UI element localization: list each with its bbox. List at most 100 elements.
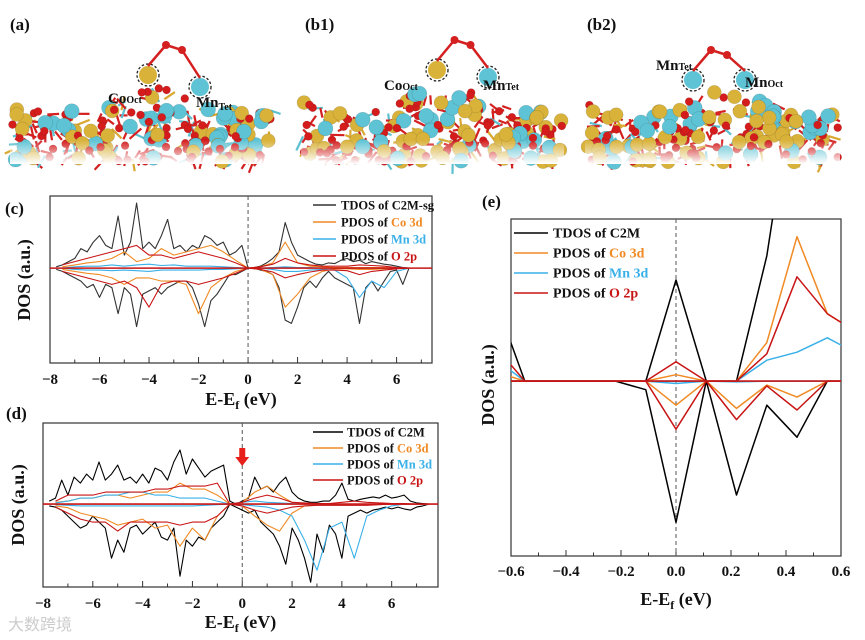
bond	[474, 127, 481, 140]
fade-overlay	[585, 140, 840, 164]
chart-d: (d) −8 −6 −4 −2 0 2 4 6 E-Ef (eV) DOS (a.u.) TDOS o…	[6, 404, 439, 635]
bond	[29, 126, 35, 140]
series-line-tdos-up	[56, 202, 410, 269]
cobalt-atom	[498, 127, 514, 142]
oxygen-atom	[109, 105, 119, 115]
chart-c: (c) −8 −6 −4 −2 0 2 4 6 E-Ef (eV) DOS (a.u.) TDOS o…	[5, 195, 435, 412]
red-arrow-icon	[235, 448, 250, 466]
bond	[711, 124, 721, 128]
oxygen-atom	[198, 121, 207, 130]
bond	[828, 135, 841, 141]
oxygen-atom	[157, 113, 167, 122]
plot-area	[50, 202, 432, 328]
cobalt-atom	[751, 99, 766, 115]
x-tick-label: −8	[35, 596, 51, 612]
series-line-tdos-down	[49, 503, 430, 583]
plot-area	[43, 449, 438, 583]
oxygen-atom	[721, 121, 731, 130]
bond	[589, 121, 603, 128]
bond	[193, 119, 202, 126]
bond	[459, 118, 463, 127]
x-tick-label: 4	[343, 372, 351, 388]
oxygen-atom	[631, 127, 640, 137]
oxygen-atom	[8, 120, 17, 129]
legend: TDOS of C2M PDOS of Co 3d PDOS of Mn 3d PDO…	[313, 426, 432, 488]
series-line-o-up	[55, 482, 429, 505]
cobalt-atom	[749, 113, 764, 129]
x-axis-label: E-Ef (eV)	[640, 589, 712, 612]
bond	[96, 113, 103, 123]
legend-entry: PDOS of Mn 3d	[347, 458, 432, 472]
cobalt-atom	[761, 110, 777, 125]
legend-entry: PDOS of Co 3d	[553, 247, 645, 262]
chart-e: (e) −0.6 −0.4 −0.2 0.0 0.2 0.4 0.6 E-Ef (eV) DOS …	[478, 192, 851, 612]
oxygen-atom	[602, 131, 612, 141]
site-label-b1-1: CoOct	[384, 78, 419, 94]
oxygen-atom	[833, 123, 843, 132]
cobalt-atom	[707, 85, 722, 100]
cobalt-atom	[608, 107, 624, 123]
oxygen-atom	[178, 46, 186, 54]
x-tick-label: −0.4	[552, 564, 580, 580]
manganese-atom	[411, 85, 428, 102]
cobalt-atom	[732, 103, 748, 119]
bond	[491, 123, 504, 130]
legend-entry: PDOS of Mn 3d	[341, 233, 426, 247]
oxygen-atom	[405, 104, 414, 114]
legend-entry: PDOS of Co 3d	[347, 442, 429, 456]
highlighted-site-circle	[425, 58, 449, 82]
oxygen-atom	[144, 117, 154, 127]
bond	[429, 95, 433, 105]
oxygen-atom	[97, 121, 106, 131]
manganese-atom	[368, 119, 385, 136]
legend-entry: TDOS of C2M-sg	[341, 199, 435, 213]
oxygen-atom	[709, 126, 719, 135]
oxygen-atom	[33, 107, 43, 116]
oxygen-atom	[681, 125, 690, 135]
bond	[31, 123, 38, 134]
oxygen-atom	[343, 115, 353, 124]
panel-label-e: (e)	[482, 192, 501, 211]
x-tick-label: −4	[135, 596, 152, 612]
bond	[149, 123, 159, 133]
manganese-atom	[418, 107, 434, 124]
oxygen-atom	[541, 127, 550, 136]
bond	[49, 130, 54, 141]
x-tick-label: −6	[85, 596, 102, 612]
site-label-b2-2: MnOct	[745, 75, 784, 91]
highlighted-site-circle	[681, 68, 705, 92]
oxygen-atom	[126, 108, 136, 117]
series-line-o-up	[62, 244, 410, 269]
cobalt-atom	[433, 95, 449, 111]
adsorbed-oxygen-bond	[436, 38, 489, 69]
oxygen-atom	[680, 110, 690, 120]
manganese-atom	[191, 78, 209, 96]
oxygen-atom	[180, 94, 190, 103]
highlighted-site-circle	[733, 68, 757, 92]
legend: TDOS of C2M PDOS of Co 3d PDOS of Mn 3d PDO…	[514, 227, 649, 302]
oxygen-atom	[483, 121, 493, 130]
oxygen-atom	[304, 132, 313, 141]
bond	[128, 127, 143, 140]
manganese-atom	[122, 118, 138, 135]
bond	[624, 118, 634, 127]
oxygen-atom	[813, 120, 822, 130]
oxygen-atom	[557, 121, 567, 131]
oxygen-atom	[136, 110, 145, 120]
oxygen-atom	[741, 98, 751, 107]
cobalt-atom	[83, 123, 99, 139]
plot-frame	[49, 195, 433, 364]
manganese-atom	[684, 71, 702, 89]
x-tick-label: 6	[388, 596, 396, 612]
manganese-atom	[200, 101, 216, 118]
oxygen-atom	[384, 123, 393, 132]
manganese-atom	[354, 111, 371, 128]
cobalt-atom	[259, 108, 274, 123]
oxygen-atom	[183, 124, 193, 134]
bond	[54, 130, 63, 141]
bond	[270, 109, 281, 115]
panel-label-b1: (b1)	[305, 15, 334, 34]
bond	[501, 105, 512, 111]
cobalt-atom	[14, 121, 30, 137]
oxygen-atom	[433, 120, 443, 130]
